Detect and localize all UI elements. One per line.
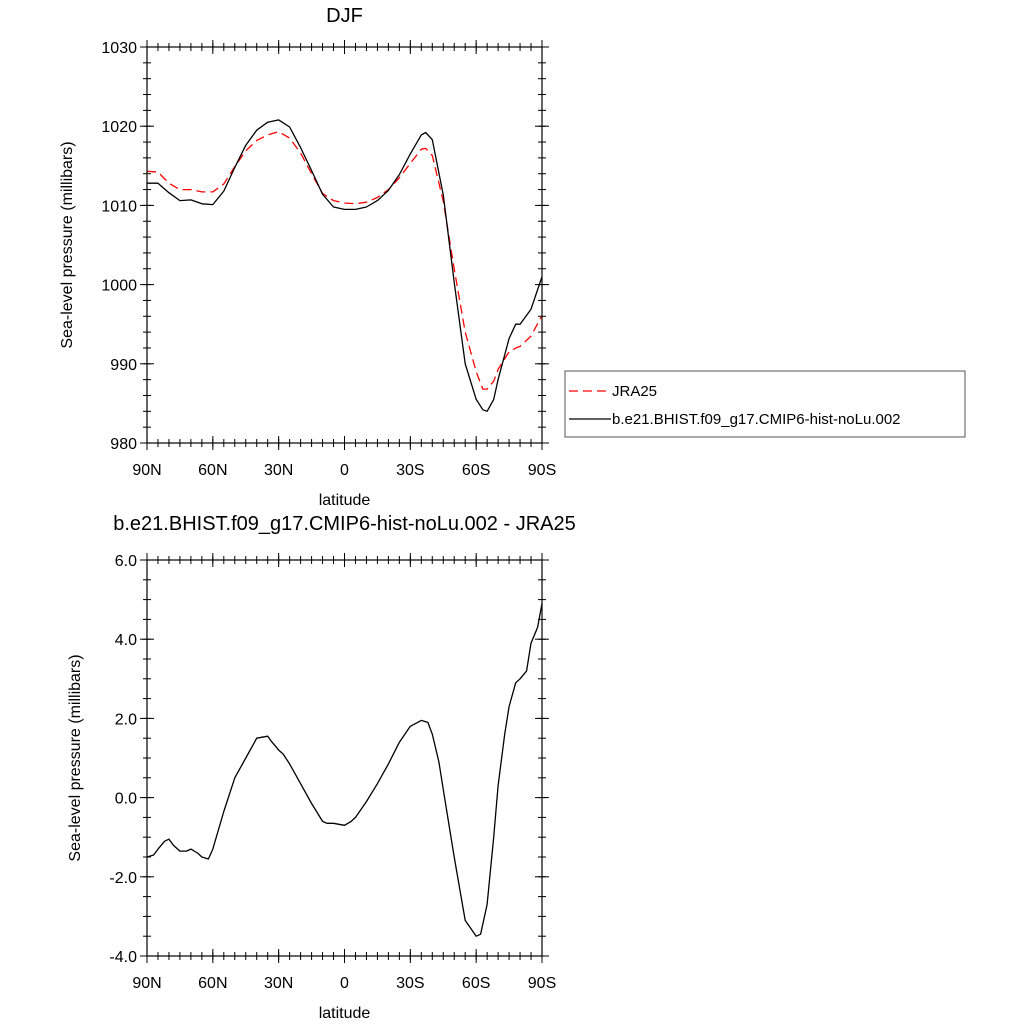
x-tick-label: 90N xyxy=(132,462,161,479)
plot-frame xyxy=(146,46,543,444)
x-tick-label: 90N xyxy=(132,975,161,992)
legend-label-1: b.e21.BHIST.f09_g17.CMIP6-hist-noLu.002 xyxy=(612,411,901,428)
y-tick-label: -4.0 xyxy=(109,949,137,966)
x-tick-label: 60S xyxy=(462,975,490,992)
x-axis-title: latitude xyxy=(319,1005,371,1022)
legend: JRA25 b.e21.BHIST.f09_g17.CMIP6-hist-noLu… xyxy=(564,370,966,438)
legend-label-0: JRA25 xyxy=(612,383,657,400)
x-tick-label: 30S xyxy=(396,975,424,992)
series-line-0 xyxy=(147,131,542,390)
y-tick-label: 1000 xyxy=(101,278,137,295)
x-tick-label: 60S xyxy=(462,462,490,479)
chart-title: b.e21.BHIST.f09_g17.CMIP6-hist-noLu.002 … xyxy=(113,513,575,535)
y-tick-label: 1020 xyxy=(101,119,137,136)
y-tick-label: 2.0 xyxy=(115,711,137,728)
x-tick-label: 60N xyxy=(198,462,227,479)
y-axis-title: Sea-level pressure (millibars) xyxy=(67,654,84,861)
legend-box xyxy=(564,370,966,438)
x-tick-label: 60N xyxy=(198,975,227,992)
y-axis-title: Sea-level pressure (millibars) xyxy=(59,141,76,348)
x-tick-label: 30S xyxy=(396,462,424,479)
y-tick-label: 980 xyxy=(110,436,137,453)
chart-title: DJF xyxy=(326,5,363,27)
y-tick-label: -2.0 xyxy=(109,870,137,887)
y-tick-label: 990 xyxy=(110,357,137,374)
y-tick-label: 1010 xyxy=(101,198,137,215)
x-tick-label: 30N xyxy=(264,975,293,992)
chart-djf: 980 990 1000 1010 1020 1030 90N 60N 30N 0 30S 60S 90… xyxy=(59,5,966,509)
plot-frame xyxy=(146,559,543,957)
x-tick-label: 90S xyxy=(528,462,556,479)
chart-difference: -4.0 -2.0 0.0 2.0 4.0 6.0 90N 60N 30N 0 30S 60S 90S b… xyxy=(67,513,576,1022)
y-tick-label: 1030 xyxy=(101,40,137,57)
x-tick-label: 0 xyxy=(340,462,349,479)
x-tick-label: 30N xyxy=(264,462,293,479)
y-tick-label: 4.0 xyxy=(115,632,137,649)
y-tick-label: 6.0 xyxy=(115,553,137,570)
x-axis-title: latitude xyxy=(319,492,371,509)
x-tick-label: 0 xyxy=(340,975,349,992)
x-tick-label: 90S xyxy=(528,975,556,992)
series-line-1 xyxy=(147,119,542,412)
y-tick-label: 0.0 xyxy=(115,791,137,808)
series-line-0 xyxy=(147,603,542,937)
